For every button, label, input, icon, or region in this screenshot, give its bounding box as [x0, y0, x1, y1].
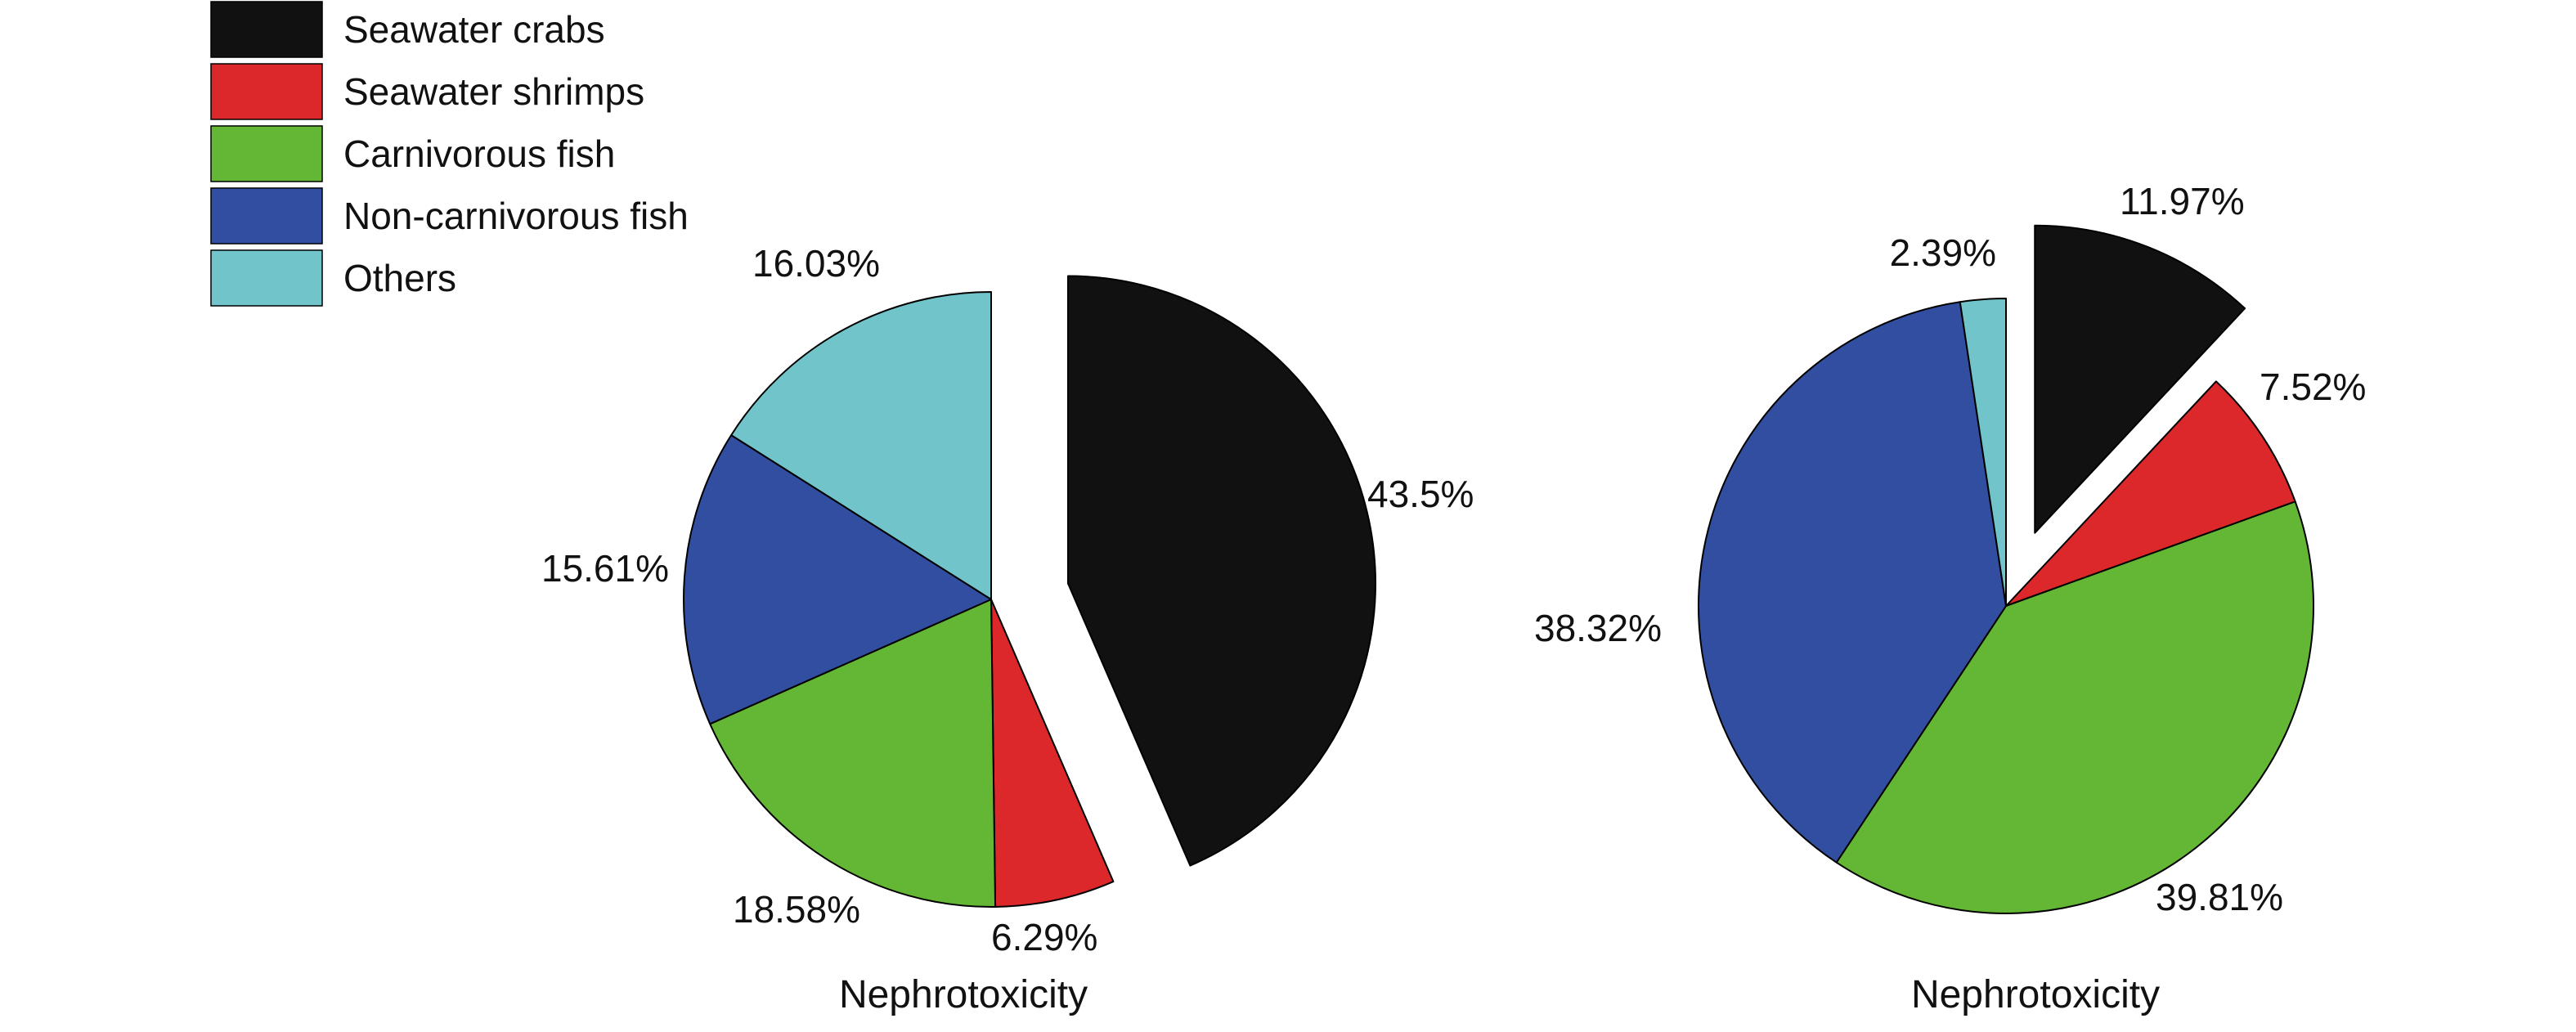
slice-label-non-carnivorous-fish: 38.32%	[1534, 607, 1662, 649]
pie-slice-seawater-shrimps	[990, 599, 1115, 908]
legend-item-non-carnivorous-fish: Non-carnivorous fish	[210, 187, 689, 245]
pie-slice-others	[730, 291, 992, 600]
pie-slice-seawater-crabs	[2034, 224, 2246, 534]
legend-swatch	[210, 63, 323, 120]
pie-chart-right: 11.97% 7.52% 39.81% 38.32% 2.39% Nephrotoxici…	[1534, 180, 2366, 1016]
pie-slice-seawater-shrimps	[2005, 380, 2296, 607]
legend-label: Non-carnivorous fish	[343, 195, 689, 237]
slice-label-seawater-crabs: 43.5%	[1367, 473, 1474, 515]
slice-label-others: 2.39%	[1890, 231, 1996, 274]
slice-label-carnivorous-fish: 39.81%	[2156, 876, 2283, 918]
legend-label: Others	[343, 257, 456, 299]
legend-swatch	[210, 125, 323, 182]
legend-item-others: Others	[210, 249, 456, 307]
pie-slice-others	[1959, 298, 2007, 607]
pie-slice-carnivorous-fish	[1835, 500, 2314, 914]
slice-label-non-carnivorous-fish: 15.61%	[541, 547, 669, 590]
legend-swatch	[210, 249, 323, 307]
pie-slice-non-carnivorous-fish	[1698, 301, 2007, 864]
slice-label-seawater-shrimps: 7.52%	[2260, 366, 2366, 408]
legend-swatch	[210, 1, 323, 58]
slice-label-seawater-crabs: 11.97%	[2120, 180, 2245, 222]
chart-caption: Nephrotoxicity	[839, 973, 1088, 1016]
slice-label-others: 16.03%	[752, 242, 880, 285]
legend: Seawater crabs Seawater shrimps Carnivorou…	[210, 1, 689, 307]
pie-chart-left: 43.5% 6.29% 18.58% 15.61% 16.03% Nephrotoxici…	[541, 242, 1474, 1016]
legend-label: Carnivorous fish	[343, 132, 615, 175]
legend-label: Seawater shrimps	[343, 70, 644, 113]
slice-label-seawater-shrimps: 6.29%	[991, 916, 1097, 958]
legend-label: Seawater crabs	[343, 8, 605, 51]
legend-item-seawater-crabs: Seawater crabs	[210, 1, 605, 58]
chart-caption: Nephrotoxicity	[1911, 973, 2160, 1016]
pie-slice-seawater-crabs	[1067, 275, 1376, 867]
legend-item-seawater-shrimps: Seawater shrimps	[210, 63, 644, 120]
pie-slice-non-carnivorous-fish	[683, 434, 992, 725]
slice-label-carnivorous-fish: 18.58%	[733, 888, 860, 931]
legend-swatch	[210, 187, 323, 245]
legend-item-carnivorous-fish: Carnivorous fish	[210, 125, 615, 182]
pie-slice-carnivorous-fish	[709, 599, 997, 908]
